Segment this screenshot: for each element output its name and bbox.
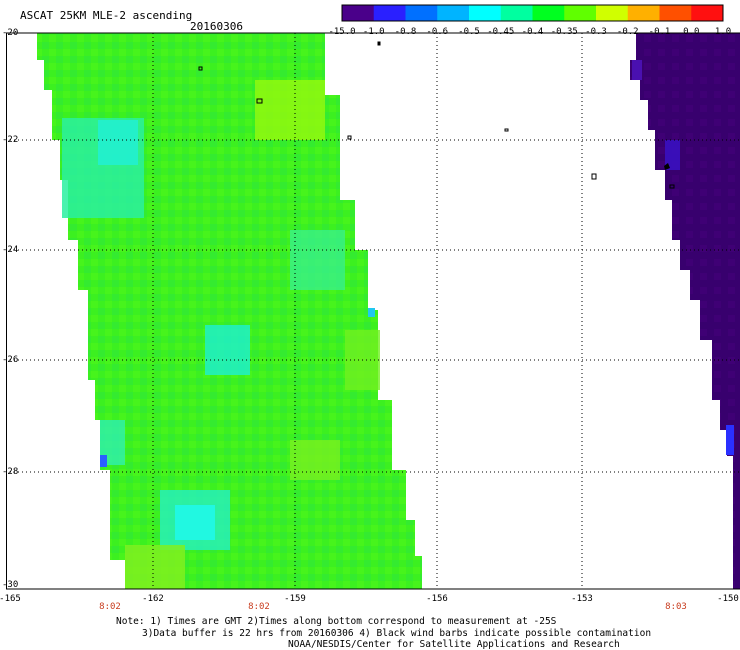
colorbar-tick-label: -0.45 xyxy=(487,27,515,37)
colorbar-tick-label: -0.5 xyxy=(458,27,480,37)
colorbar-tick-label: -0.3 xyxy=(585,27,607,37)
colorbar-tick-label: -0.8 xyxy=(394,27,417,37)
colorbar-tick-label: 0.0 xyxy=(683,27,700,37)
colorbar-segment xyxy=(437,5,470,21)
colorbar-segment xyxy=(469,5,502,21)
map-date: 20160306 xyxy=(190,20,243,33)
map-frame xyxy=(6,32,740,590)
colorbar-tick-label: -1.0 xyxy=(362,27,385,37)
lon-label: -153 xyxy=(571,594,593,604)
left-swath xyxy=(37,33,422,589)
yellow-green-patch xyxy=(255,80,325,140)
cyan-patch xyxy=(205,325,250,375)
map-title: ASCAT 25KM MLE-2 ascending xyxy=(20,9,193,22)
colorbar-segment xyxy=(405,5,438,21)
colorbar-segment xyxy=(373,5,406,21)
colorbar-segment xyxy=(500,5,533,21)
colorbar-segment xyxy=(627,5,660,21)
lon-label: -159 xyxy=(284,594,306,604)
note-line-1: Note: 1) Times are GMT 2)Times along bot… xyxy=(116,616,557,627)
lat-label: -22 xyxy=(2,135,19,145)
right-swath xyxy=(630,33,740,589)
island-outlines xyxy=(198,41,675,189)
right-swath-body xyxy=(630,33,740,589)
colorbar xyxy=(341,4,724,22)
colorbar-segment xyxy=(532,5,565,21)
colorbar-tick-label: -0.35 xyxy=(550,27,578,37)
lon-label: -162 xyxy=(142,594,164,604)
cyan-patch xyxy=(290,230,345,290)
yellow-green-patch xyxy=(290,440,340,480)
colorbar-segment xyxy=(659,5,692,21)
time-label: 8:02 xyxy=(248,602,270,612)
lat-label: -28 xyxy=(2,467,19,477)
note-line-2: 3)Data buffer is 22 hrs from 20160306 4)… xyxy=(142,628,652,639)
wind-barb-marker xyxy=(664,163,670,170)
blue-pixel xyxy=(726,425,734,455)
colorbar-frame xyxy=(341,4,724,22)
colorbar-segment xyxy=(342,5,375,21)
colorbar-segment xyxy=(596,5,629,21)
yellow-green-patch xyxy=(125,545,185,589)
blue-pixel xyxy=(632,60,642,80)
colorbar-tick-label: -0.2 xyxy=(616,27,639,37)
lat-label: -24 xyxy=(2,245,19,255)
colorbar-tick-label: -0.1 xyxy=(648,27,671,37)
colorbar-segment xyxy=(691,5,724,21)
blue-pixel xyxy=(665,140,680,170)
lat-label: -20 xyxy=(2,28,19,38)
colorbar-tick-label: -15.0 xyxy=(328,27,356,37)
lon-label: -150 xyxy=(717,594,739,604)
colorbar-tick-label: 1.0 xyxy=(714,27,732,37)
lat-label: -26 xyxy=(2,355,19,365)
cyan-patch xyxy=(98,120,138,165)
lon-label: -165 xyxy=(0,594,21,604)
colorbar-tick-label: -0.4 xyxy=(521,27,544,37)
lon-label: -156 xyxy=(426,594,448,604)
map-grid xyxy=(6,33,740,589)
cyan-patch xyxy=(175,505,215,540)
blue-pixel xyxy=(368,308,375,317)
blue-pixel xyxy=(100,455,107,467)
colorbar-tick-label: -0.6 xyxy=(426,27,449,37)
note-line-3: NOAA/NESDIS/Center for Satellite Applica… xyxy=(288,639,620,650)
time-label: 8:03 xyxy=(665,602,687,612)
time-label: 8:02 xyxy=(99,602,121,612)
colorbar-segment xyxy=(564,5,597,21)
lat-label: -30 xyxy=(2,580,19,590)
